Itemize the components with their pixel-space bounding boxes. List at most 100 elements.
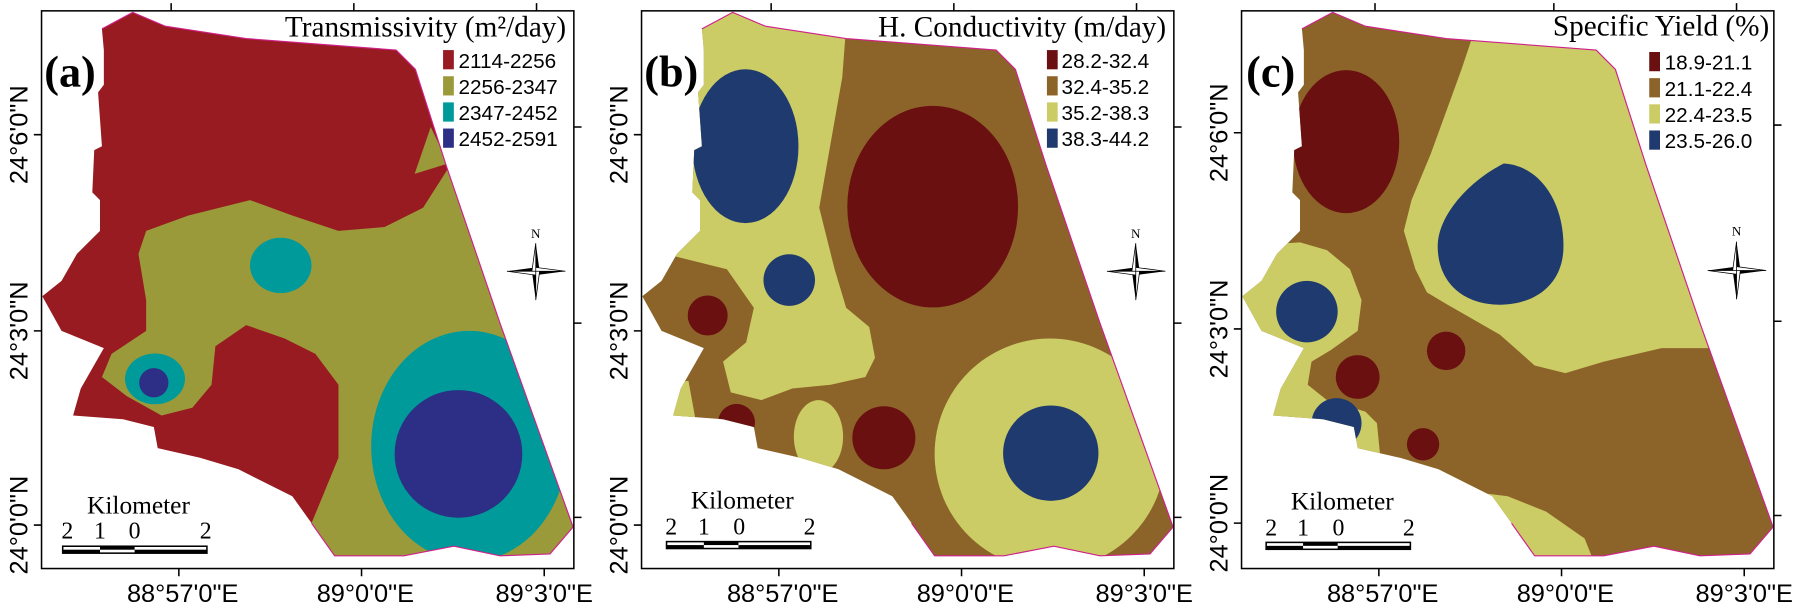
map-panel-b: 24°6'0"N 24°3'0"N 24°0'0"N 88°57'0"E 89°… [600,0,1200,609]
legend-label: 38.3-44.2 [1062,128,1150,151]
legend-label: 2347-2452 [458,102,557,125]
zone-class-4 [139,368,169,398]
map-panel-a: 24°6'0"N 24°3'0"N 24°0'0"N 88°57'0"E 89°… [0,0,600,609]
study-area-boundary [101,11,574,557]
north-arrow-icon: N [506,226,566,301]
lat-label: 24°0'0"N [1206,474,1234,573]
scale-title: Kilometer [691,487,794,515]
zone-class-1 [718,403,755,441]
lat-label: 24°6'0"N [6,85,34,184]
legend-swatch [1046,50,1058,70]
scale-tick: 1 [698,515,710,541]
study-area-boundary [701,11,1174,557]
lon-label: 89°3'0"E [1096,580,1193,608]
legend: 18.9-21.1 21.1-22.4 22.4-23.5 23.5-26.0 [1649,52,1752,153]
legend-label: 2452-2591 [458,128,557,151]
legend-swatch [1649,130,1660,150]
north-label: N [1732,223,1742,238]
scale-title: Kilometer [1291,488,1394,516]
scale-tick: 0 [1333,515,1345,541]
scale-tick: 0 [733,515,745,541]
panel-label: (c) [1246,48,1295,97]
zone-class-4 [1276,280,1338,343]
legend-swatch [1046,102,1058,122]
panel-label: (b) [644,48,698,97]
zone-class-1 [1293,70,1400,214]
transmissivity-map: 24°6'0"N 24°3'0"N 24°0'0"N 88°57'0"E 89°… [6,3,593,608]
panel-label: (a) [44,48,96,97]
zone-class-3 [793,400,844,474]
lon-label: 89°3'0"E [496,580,593,608]
zone-class-1 [847,105,1019,308]
scale-title: Kilometer [87,492,190,520]
lon-label: 89°0'0"E [317,580,414,608]
conductivity-map: 24°6'0"N 24°3'0"N 24°0'0"N 88°57'0"E 89°… [606,3,1193,608]
scale-bar: Kilometer 2 1 0 2 [665,487,816,550]
legend-title: H. Conductivity (m/day) [878,12,1166,44]
legend-swatch [1649,104,1660,124]
scale-bar: Kilometer 2 1 0 2 [1265,488,1415,551]
legend-label: 2256-2347 [458,76,557,99]
legend-swatch [443,50,454,70]
zone-class-1 [852,406,916,470]
legend-label: 21.1-22.4 [1665,78,1753,101]
lat-label: 24°0'0"N [6,476,34,575]
legend-title: Transmissivity (m²/day) [285,12,566,44]
legend-swatch [1649,78,1660,98]
study-area-boundary [1301,11,1774,557]
legend-title: Specific Yield (%) [1553,10,1769,42]
legend-swatch [1649,52,1660,72]
lat-label: 24°0'0"N [606,476,634,575]
zone-class-1 [1406,428,1440,461]
legend: 2114-2256 2256-2347 2347-2452 2452-2591 [443,50,558,151]
legend-label: 32.4-35.2 [1062,76,1150,99]
legend-swatch [1046,76,1058,96]
lat-label: 24°3'0"N [6,281,34,380]
north-label: N [1131,226,1141,241]
zone-class-2 [414,127,449,174]
lon-label: 89°0'0"E [917,580,1014,608]
scale-tick: 2 [665,515,677,541]
legend-swatch [443,128,454,148]
scale-tick: 1 [1297,515,1309,541]
lat-label: 24°6'0"N [1206,83,1234,182]
legend-label: 35.2-38.3 [1062,102,1150,125]
scale-tick: 1 [94,519,106,545]
legend-swatch [443,76,454,96]
scale-tick: 2 [1265,515,1277,541]
legend-label: 22.4-23.5 [1665,104,1753,127]
lon-label: 88°57'0"E [727,580,839,608]
legend-label: 2114-2256 [458,50,556,73]
map-panel-c: 24°6'0"N 24°3'0"N 24°0'0"N 88°57'0"E 89°… [1200,0,1800,609]
map-frame [633,3,1182,577]
scale-bar: Kilometer 2 1 0 2 [61,492,212,554]
scale-tick: 0 [129,519,141,545]
north-arrow-icon: N [1106,226,1166,301]
legend-swatch [443,102,454,122]
zone-class-4 [1003,405,1099,501]
legend: 28.2-32.4 32.4-35.2 35.2-38.3 38.3-44.2 [1046,50,1150,151]
zone-class-4 [1437,163,1564,305]
zone-class-1 [1335,355,1380,399]
zone-class-4 [1311,398,1362,449]
legend-label: 18.9-21.1 [1665,52,1753,75]
legend-label: 28.2-32.4 [1062,50,1150,73]
zone-class-3 [250,237,312,294]
lat-label: 24°3'0"N [606,281,634,380]
specific-yield-map: 24°6'0"N 24°3'0"N 24°0'0"N 88°57'0"E 89°… [1206,3,1793,608]
scale-tick: 2 [804,515,816,541]
scale-tick: 2 [61,519,73,545]
lon-label: 89°0'0"E [1517,580,1614,608]
zone-class-1 [687,295,728,336]
lat-label: 24°6'0"N [606,85,634,184]
legend-label: 23.5-26.0 [1665,130,1753,153]
map-frame [33,3,582,577]
scale-tick: 2 [200,519,212,545]
lon-label: 89°3'0"E [1696,580,1793,608]
legend-swatch [1046,128,1058,148]
lon-label: 88°57'0"E [1327,580,1439,608]
lon-label: 88°57'0"E [127,580,239,608]
zone-class-4 [692,69,799,224]
north-arrow-icon: N [1707,223,1767,300]
map-frame [1233,3,1782,577]
